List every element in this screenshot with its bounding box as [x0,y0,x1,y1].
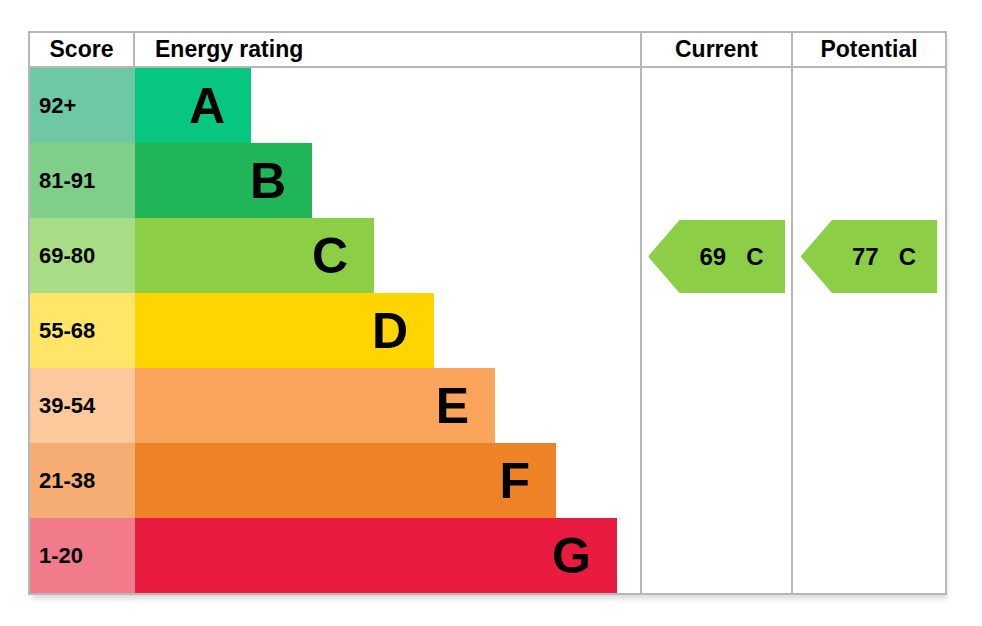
band-letter-e: E [436,381,469,431]
rating-bar-c: C [135,218,374,293]
score-cell-e: 39-54 [30,368,135,443]
potential-rating-value: 77 [852,243,879,271]
rating-bar-e: E [135,368,495,443]
potential-column: 77 C [791,68,945,593]
band-letter-g: G [552,531,591,581]
score-range-c: 69-80 [39,243,95,269]
score-cell-g: 1-20 [30,518,135,593]
potential-rating-arrow: 77 C [801,220,938,293]
score-range-g: 1-20 [39,543,83,569]
band-letter-f: F [499,456,530,506]
header-potential: Potential [791,33,945,68]
band-letter-b: B [250,156,286,206]
rating-bar-g: G [135,518,617,593]
header-score: Score [30,33,135,68]
bar-cell-d: D [135,293,640,368]
band-letter-a: A [189,81,225,131]
score-cell-f: 21-38 [30,443,135,518]
header-score-label: Score [50,36,114,63]
rating-bar-b: B [135,143,312,218]
bar-cell-f: F [135,443,640,518]
score-cell-a: 92+ [30,68,135,143]
header-energy-rating-label: Energy rating [155,36,303,63]
bar-cell-b: B [135,143,640,218]
header-current-label: Current [675,36,758,63]
potential-rating-band: C [899,243,916,271]
current-rating-band: C [746,243,763,271]
current-rating-value: 69 [699,243,726,271]
current-rating-arrow: 69 C [648,220,785,293]
score-cell-c: 69-80 [30,218,135,293]
score-cell-b: 81-91 [30,143,135,218]
epc-energy-rating-chart: Score Energy rating Current Potential 92… [28,31,947,595]
header-potential-label: Potential [820,36,917,63]
score-range-b: 81-91 [39,168,95,194]
band-letter-d: D [372,306,408,356]
bar-cell-e: E [135,368,640,443]
bar-cell-g: G [135,518,640,593]
bar-cell-a: A [135,68,640,143]
score-cell-d: 55-68 [30,293,135,368]
score-range-a: 92+ [39,93,76,119]
score-range-f: 21-38 [39,468,95,494]
rating-bar-f: F [135,443,556,518]
band-letter-c: C [312,231,348,281]
current-column: 69 C [640,68,791,593]
header-current: Current [640,33,791,68]
score-range-d: 55-68 [39,318,95,344]
rating-bar-a: A [135,68,251,143]
header-energy-rating: Energy rating [135,33,640,68]
score-range-e: 39-54 [39,393,95,419]
rating-bar-d: D [135,293,434,368]
bar-cell-c: C [135,218,640,293]
